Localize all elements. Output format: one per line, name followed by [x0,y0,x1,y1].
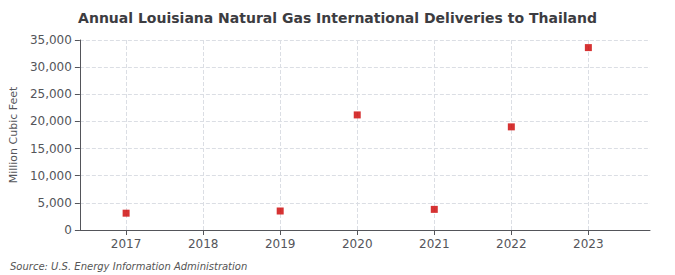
svg-text:5,000: 5,000 [38,196,72,210]
svg-text:2018: 2018 [188,237,219,251]
svg-text:2019: 2019 [265,237,296,251]
svg-text:2020: 2020 [342,237,373,251]
svg-text:25,000: 25,000 [30,87,72,101]
svg-text:35,000: 35,000 [30,33,72,47]
svg-text:10,000: 10,000 [30,169,72,183]
svg-text:2023: 2023 [573,237,604,251]
svg-text:0: 0 [64,223,72,237]
svg-text:Million Cubic Feet: Million Cubic Feet [7,86,20,183]
svg-text:30,000: 30,000 [30,60,72,74]
svg-text:Annual Louisiana Natural Gas I: Annual Louisiana Natural Gas Internation… [78,10,597,26]
svg-text:15,000: 15,000 [30,142,72,156]
svg-text:Source: U.S. Energy Informatio: Source: U.S. Energy Information Administ… [10,261,247,272]
svg-text:2022: 2022 [496,237,527,251]
svg-text:20,000: 20,000 [30,114,72,128]
svg-text:2017: 2017 [111,237,142,251]
svg-text:2021: 2021 [419,237,450,251]
